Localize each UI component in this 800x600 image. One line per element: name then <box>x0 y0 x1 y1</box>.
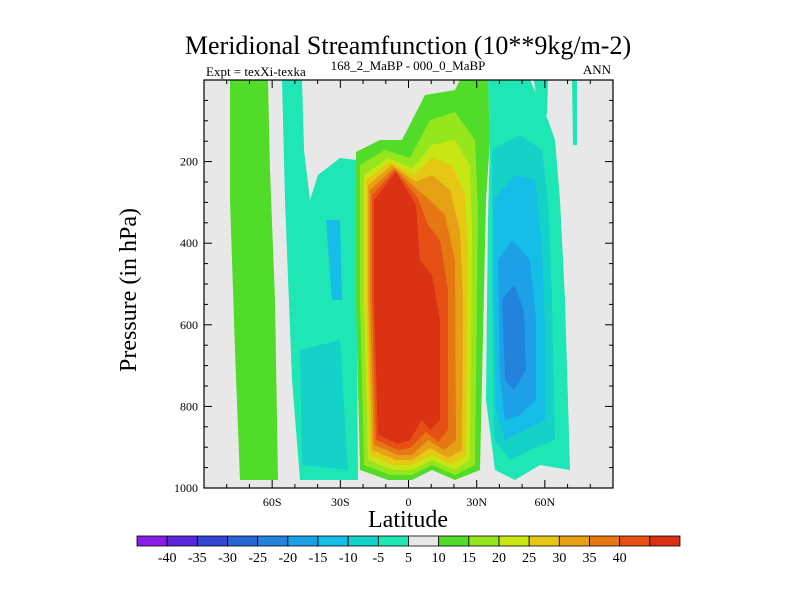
colorbar-level-label: -20 <box>278 551 297 566</box>
colorbar-swatch <box>468 535 500 547</box>
colorbar-level-label: -35 <box>188 551 207 566</box>
colorbar-level-label: 10 <box>432 551 446 566</box>
colorbar-swatch <box>317 535 349 547</box>
x-axis-label: Latitude <box>368 507 448 533</box>
colorbar-level-label: -40 <box>158 551 177 566</box>
colorbar-level-label: -25 <box>248 551 267 566</box>
colorbar-level-label: 20 <box>492 551 506 566</box>
colorbar-swatch <box>438 535 470 547</box>
colorbar <box>136 535 681 547</box>
colorbar-labels: -40 -35 -30 -25 -20 -15 -10 -5 5 10 15 20 25 30 35 40 <box>158 551 627 566</box>
colorbar-swatch <box>166 535 198 547</box>
contour-north-top-streak <box>534 80 548 115</box>
contour-north-edge-streak <box>572 80 577 145</box>
colorbar-swatch <box>589 535 621 547</box>
colorbar-level-label: 5 <box>405 551 412 566</box>
x-tick-label: 30S <box>331 495 350 509</box>
subtitle-season: ANN <box>583 62 612 77</box>
colorbar-swatch <box>257 535 289 547</box>
colorbar-level-label: 25 <box>522 551 536 566</box>
x-tick-label: 30N <box>466 495 487 509</box>
colorbar-level-label: -5 <box>372 551 384 566</box>
x-tick-label: 0 <box>406 495 412 509</box>
colorbar-swatch <box>619 535 651 547</box>
contour-south-neg-inner <box>300 340 348 470</box>
x-tick-label: 60N <box>534 495 555 509</box>
y-tick-label: 600 <box>180 318 198 332</box>
colorbar-level-label: -10 <box>339 551 358 566</box>
y-tick-label: 1000 <box>174 481 198 495</box>
colorbar-swatch <box>498 535 530 547</box>
colorbar-level-label: 30 <box>552 551 566 566</box>
chart-title: Meridional Streamfunction (10**9kg/m-2) <box>185 31 631 60</box>
colorbar-level-label: 35 <box>583 551 597 566</box>
contour-south-pos-inner <box>248 140 262 440</box>
colorbar-swatch <box>136 535 168 547</box>
y-ticks: 200 400 600 800 1000 <box>174 99 613 495</box>
contour-fills <box>230 80 577 480</box>
colorbar-swatch <box>196 535 228 547</box>
colorbar-level-label: 15 <box>462 551 476 566</box>
subtitle-period: 168_2_MaBP - 000_0_MaBP <box>331 58 486 73</box>
colorbar-level-label: -15 <box>309 551 328 566</box>
colorbar-swatch <box>287 535 319 547</box>
colorbar-swatch <box>227 535 259 547</box>
colorbar-swatch <box>408 535 440 547</box>
contour-south-neg-core <box>326 220 342 300</box>
colorbar-swatch <box>528 535 560 547</box>
colorbar-swatch <box>558 535 590 547</box>
colorbar-level-label: -30 <box>218 551 237 566</box>
y-tick-label: 800 <box>180 399 198 413</box>
contour-trop-core <box>374 172 440 444</box>
colorbar-swatch <box>377 535 409 547</box>
subtitle-experiment: Expt = texXi-texka <box>206 64 306 79</box>
x-ticks: 60S 30S 0 30N 60N <box>226 80 591 509</box>
x-tick-label: 60S <box>263 495 282 509</box>
colorbar-swatch <box>649 535 681 547</box>
contour-north-neg-core <box>502 285 526 390</box>
y-tick-label: 400 <box>180 236 198 250</box>
colorbar-swatch <box>347 535 379 547</box>
colorbar-level-label: 40 <box>613 551 627 566</box>
y-axis-label: Pressure (in hPa) <box>116 208 142 372</box>
y-tick-label: 200 <box>180 155 198 169</box>
plot-area: 60S 30S 0 30N 60N 200 400 600 800 1000 <box>174 79 614 509</box>
